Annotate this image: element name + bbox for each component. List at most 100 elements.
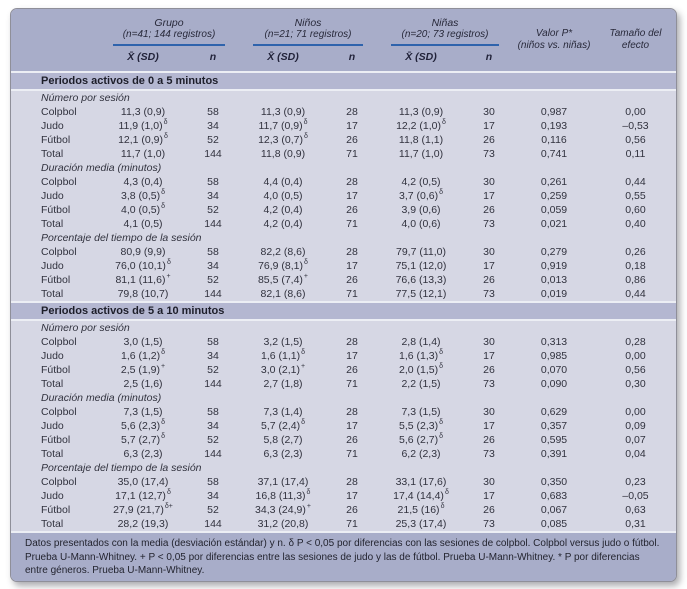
ninos-n-cell: 28 <box>346 246 358 258</box>
table-row: Fútbol 12,1 (0,9)δ 52 12,3 (0,7)δ 26 11,8 (1,… <box>11 133 676 147</box>
pvalue-column-header: Valor P* (niños vs. niñas) <box>513 9 595 72</box>
grupo-n-cell: 144 <box>204 518 222 530</box>
table-row: Judo 1,6 (1,2)δ 34 1,6 (1,1)δ 17 1,6 (1,3)δ 17… <box>11 349 676 363</box>
grupo-n-cell: 144 <box>204 448 222 460</box>
pvalue-cell: 0,059 <box>540 204 568 216</box>
row-label-cell: Judo <box>41 420 64 432</box>
ninos-mean-cell: 3,2 (1,5) <box>263 336 303 348</box>
ninos-n-cell: 26 <box>346 204 358 216</box>
ninos-n-cell: 17 <box>346 190 358 202</box>
ninas-mean-cell: 12,2 (1,0)δ <box>396 118 446 133</box>
row-label-cell: Total <box>41 218 64 230</box>
section-title: Periodos activos de 5 a 10 minutos <box>11 301 676 321</box>
ninos-mean-cell: 2,7 (1,8) <box>263 378 303 390</box>
effect-size-cell: 0,31 <box>625 518 646 530</box>
ninos-mean-cell: 11,7 (0,9)δ <box>258 118 308 133</box>
table-footnote: Datos presentados con la media (desviaci… <box>11 531 676 581</box>
pvalue-cell: 0,085 <box>540 518 568 530</box>
ninos-mean-cell: 4,2 (0,4) <box>263 204 303 216</box>
ninas-n-cell: 17 <box>483 190 495 202</box>
table-row: Colpbol 3,0 (1,5) 58 3,2 (1,5) 28 2,8 (1,4) 30… <box>11 335 676 349</box>
row-label-cell: Judo <box>41 260 64 272</box>
ninas-mean-cell: 11,3 (0,9) <box>398 106 444 118</box>
effect-size-cell: 0,30 <box>625 378 646 390</box>
row-label-cell: Colpbol <box>41 406 77 418</box>
effect-size-cell: –0,53 <box>622 120 649 132</box>
ninos-n-cell: 71 <box>346 218 358 230</box>
effect-size-cell: 0,86 <box>625 274 646 286</box>
pvalue-cell: 0,116 <box>541 134 567 146</box>
table-row: Fútbol 4,0 (0,5)δ 52 4,2 (0,4) 26 3,9 (0,6) 26… <box>11 203 676 217</box>
ninas-mean-cell: 6,2 (2,3) <box>401 448 441 460</box>
ninos-n-cell: 26 <box>346 504 358 516</box>
block-label: Porcentaje del tiempo de la sesión <box>41 232 202 244</box>
ninos-mean-cell: 37,1 (17,4) <box>257 476 309 488</box>
group-header-ninos: Niños (n=21; 71 registros) <box>239 9 377 46</box>
pvalue-cell: 0,629 <box>540 406 568 418</box>
ninas-n-cell: 30 <box>483 336 495 348</box>
pvalue-cell: 0,067 <box>540 504 568 516</box>
group-header-grupo: Grupo (n=41; 144 registros) <box>99 9 239 46</box>
grupo-mean-cell: 2,5 (1,6) <box>123 378 163 390</box>
effect-size-cell: 0,23 <box>625 476 646 488</box>
ninas-mean-cell: 3,9 (0,6) <box>401 204 441 216</box>
grupo-mean-cell: 11,7 (1,0) <box>120 148 166 160</box>
effect-size-cell: 0,00 <box>625 350 646 362</box>
pvalue-sublabel: (niños vs. niñas) <box>517 40 591 51</box>
table-row: Judo 3,8 (0,5)δ 34 4,0 (0,5) 17 3,7 (0,6)δ 17 0… <box>11 189 676 203</box>
ninos-n-cell: 26 <box>346 434 358 446</box>
grupo-n-cell: 52 <box>207 134 219 146</box>
ninas-n-cell: 17 <box>483 260 495 272</box>
ninas-n-cell: 26 <box>483 504 495 516</box>
mean-sd-header-grupo: X̄ (SD) <box>127 51 159 63</box>
grupo-mean-cell: 5,6 (2,3)δ <box>120 418 165 433</box>
pvalue-cell: 0,595 <box>540 434 568 446</box>
mean-sd-header-ninos: X̄ (SD) <box>267 51 299 63</box>
n-header-grupo: n <box>209 51 217 63</box>
table-row: Total 79,8 (10,7) 144 82,1 (8,6) 71 77,5 (12,… <box>11 287 676 302</box>
table-header: Grupo (n=41; 144 registros) Niños (n=21;… <box>11 9 676 72</box>
group-title: Grupo <box>154 17 184 29</box>
effect-size-cell: 0,55 <box>625 190 646 202</box>
ninos-n-cell: 28 <box>346 476 358 488</box>
header-rule <box>113 44 225 46</box>
ninos-n-cell: 26 <box>346 134 358 146</box>
ninos-mean-cell: 31,2 (20,8) <box>257 518 309 530</box>
table-row: Colpbol 7,3 (1,5) 58 7,3 (1,4) 28 7,3 (1,5) 30… <box>11 405 676 419</box>
row-label-cell: Total <box>41 288 64 300</box>
table-row: Total 2,5 (1,6) 144 2,7 (1,8) 71 2,2 (1,5) 73 0… <box>11 377 676 391</box>
ninas-mean-cell: 79,7 (11,0) <box>395 246 446 258</box>
grupo-mean-cell: 7,3 (1,5) <box>123 406 163 418</box>
table-row: Judo 76,0 (10,1)δ 34 76,9 (8,1)δ 17 75,1 (12,… <box>11 259 676 273</box>
grupo-mean-cell: 4,3 (0,4) <box>123 176 163 188</box>
ninas-mean-cell: 75,1 (12,0) <box>395 260 447 272</box>
block-label: Porcentaje del tiempo de la sesión <box>41 462 202 474</box>
ninos-mean-cell: 4,0 (0,5) <box>263 190 303 202</box>
ninas-n-cell: 26 <box>483 204 495 216</box>
ninos-n-cell: 17 <box>346 350 358 362</box>
pvalue-cell: 0,013 <box>540 274 568 286</box>
ninas-n-cell: 73 <box>483 448 495 460</box>
table-row: Fútbol 5,7 (2,7)δ 52 5,8 (2,7) 26 5,6 (2,7)δ 2… <box>11 433 676 447</box>
grupo-n-cell: 34 <box>207 260 219 272</box>
block-label-row: Duración media (minutos) <box>11 391 676 405</box>
pvalue-cell: 0,391 <box>540 448 568 460</box>
row-label-cell: Total <box>41 518 64 530</box>
row-label-cell: Judo <box>41 350 64 362</box>
effect-size-cell: 0,44 <box>625 176 646 188</box>
ninas-mean-cell: 2,2 (1,5) <box>401 378 441 390</box>
grupo-mean-cell: 5,7 (2,7)δ <box>120 432 165 447</box>
block-label-row: Porcentaje del tiempo de la sesión <box>11 231 676 245</box>
pvalue-cell: 0,259 <box>540 190 568 202</box>
ninas-mean-cell: 2,0 (1,5)δ <box>398 362 443 377</box>
grupo-n-cell: 58 <box>207 246 219 258</box>
row-label-cell: Fútbol <box>41 434 71 446</box>
pvalue-cell: 0,350 <box>540 476 568 488</box>
ninos-n-cell: 17 <box>346 260 358 272</box>
ninos-n-cell: 28 <box>346 336 358 348</box>
row-label-cell: Fútbol <box>41 504 71 516</box>
ninas-mean-cell: 4,0 (0,6) <box>401 218 441 230</box>
grupo-n-cell: 144 <box>204 378 222 390</box>
effect-size-cell: 0,07 <box>625 434 646 446</box>
ninas-n-cell: 73 <box>483 288 495 300</box>
